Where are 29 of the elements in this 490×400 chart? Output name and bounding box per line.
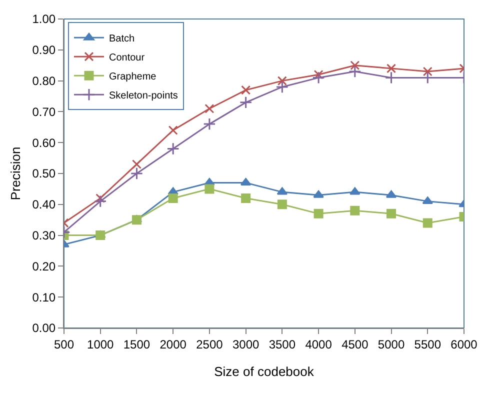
- y-tick-label: 0.20: [32, 259, 56, 274]
- x-tick-label: 3000: [232, 337, 260, 352]
- y-tick-label: 0.60: [32, 136, 56, 150]
- x-tick-label: 1000: [87, 337, 114, 352]
- x-tick-label: 1500: [123, 337, 150, 352]
- y-axis-title: Precision: [8, 146, 24, 200]
- y-tick-label: 0.90: [32, 43, 56, 58]
- x-tick-label: 4000: [305, 337, 332, 352]
- y-tick-label: 0.70: [32, 104, 56, 119]
- y-tick-label: 0.30: [32, 228, 56, 242]
- x-tick-label: 500: [54, 337, 74, 352]
- y-tick-label: 0.00: [32, 321, 56, 336]
- x-tick-label: 3500: [268, 337, 296, 352]
- x-tick-label: 2000: [160, 337, 187, 352]
- y-tick-label: 0.80: [32, 74, 56, 88]
- legend-label: Skeleton-points: [109, 90, 178, 102]
- x-tick-label: 5000: [378, 337, 405, 352]
- legend-label: Batch: [109, 33, 135, 44]
- legend-label: Grapheme: [109, 71, 157, 82]
- x-tick-label: 6000: [450, 337, 478, 352]
- x-tick-label: 2500: [196, 337, 224, 352]
- x-tick-label: 5500: [414, 337, 442, 352]
- y-tick-label: 1.00: [32, 12, 56, 26]
- legend-label: Contour: [109, 52, 146, 64]
- y-tick-label: 0.10: [32, 290, 56, 304]
- x-tick-label: 4500: [342, 337, 369, 352]
- y-tick-label: 0.50: [32, 166, 56, 181]
- x-axis-title: Size of codebook: [214, 364, 314, 379]
- y-tick-label: 0.40: [32, 198, 56, 212]
